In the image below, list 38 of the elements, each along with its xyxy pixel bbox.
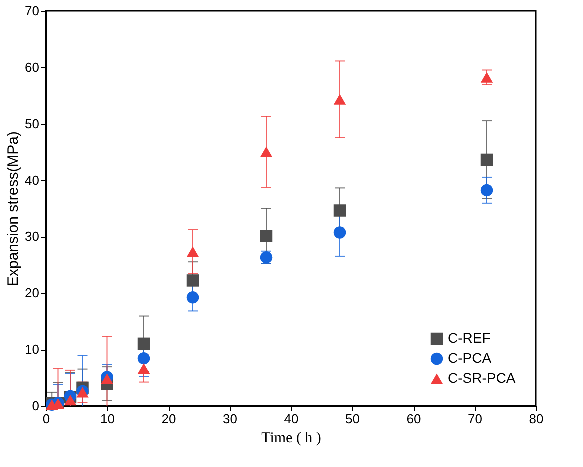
point (334, 226, 346, 239)
legend-label: C-PCA (448, 350, 492, 366)
point (480, 154, 494, 166)
x-tick-label: 70 (468, 412, 482, 426)
y-tick-label: 50 (25, 116, 40, 132)
point (186, 246, 200, 258)
y-tick-label: 10 (25, 342, 40, 358)
point (186, 274, 200, 287)
y-tick-label: 40 (25, 172, 40, 188)
y-tick-label: 30 (25, 229, 40, 244)
x-tick-label: 40 (284, 412, 299, 426)
point (334, 94, 346, 105)
x-tick-label: 50 (346, 412, 360, 426)
point (480, 184, 494, 197)
point (260, 146, 273, 158)
point (101, 374, 114, 384)
point (480, 72, 494, 83)
y-tick-label: 20 (25, 286, 40, 301)
legend-label: C-REF (448, 330, 491, 346)
point (334, 204, 346, 217)
y-tick-label: 0 (32, 398, 40, 414)
legend-label: C-SR-PCA (448, 370, 516, 386)
point (138, 352, 150, 365)
x-tick-label: 0 (42, 412, 50, 426)
y-axis-title: Expansion stress(MPa) (5, 131, 22, 287)
point (260, 230, 273, 242)
point (138, 363, 150, 374)
point (186, 292, 200, 304)
x-tick-label: 10 (100, 412, 115, 426)
x-tick-label: 30 (223, 412, 238, 426)
x-tick-label: 80 (529, 412, 544, 426)
point (64, 395, 77, 406)
y-tick-label: 60 (25, 60, 40, 75)
point (138, 338, 150, 350)
x-tick-label: 20 (162, 412, 176, 426)
x-tick-label: 60 (406, 412, 422, 426)
y-tick-label: 70 (25, 4, 40, 18)
x-axis-title: Time ( h ) (262, 430, 322, 446)
